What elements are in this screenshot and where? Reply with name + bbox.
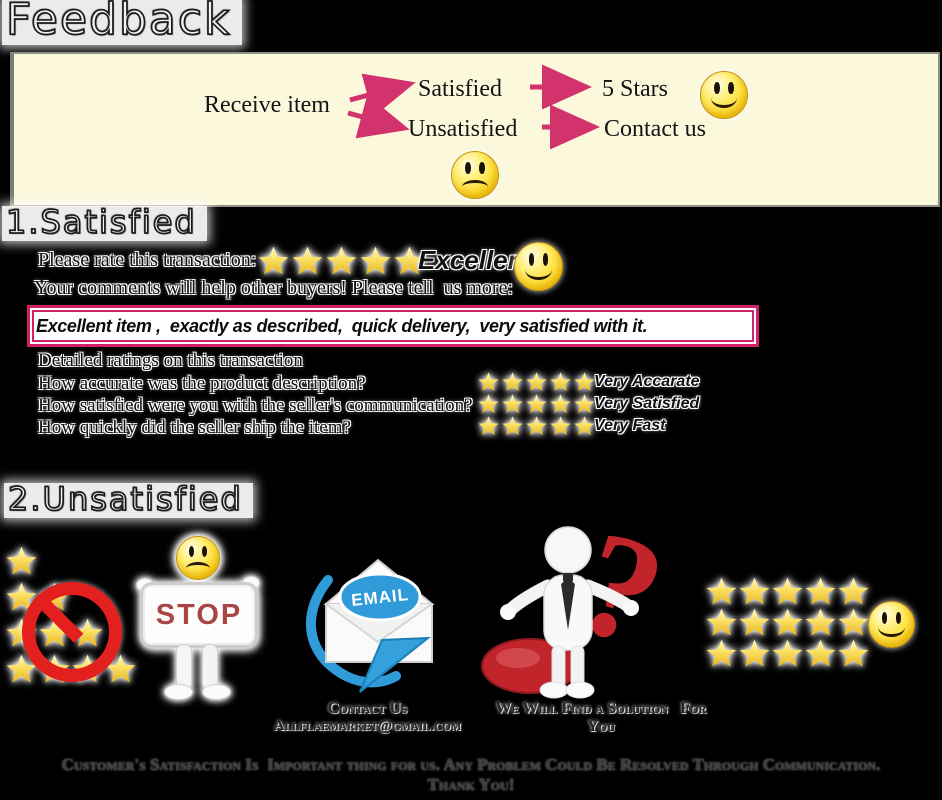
worried-smiley-icon [176, 536, 220, 580]
star-icon [526, 416, 547, 435]
stop-sign: STOP [140, 582, 258, 648]
foot [164, 684, 193, 700]
contact-email: Allflaemarket@gmail.com [273, 718, 462, 734]
footer-line2: Thank You! [427, 775, 515, 794]
contact-caption: Contact Us Allflaemarket@gmail.com [255, 700, 480, 735]
star-icon [326, 246, 357, 275]
flow-node-contact-us: Contact us [604, 116, 706, 142]
satisfied-heading: 1.Satisfied [2, 205, 207, 241]
star-icon [258, 246, 289, 275]
star-icon [478, 372, 499, 391]
flow-node-unsatisfied: Unsatisfied [408, 116, 518, 142]
worried-smiley-icon [451, 151, 499, 199]
contact-caption-title: Contact Us [327, 700, 408, 717]
happy-smiley-icon [868, 601, 915, 648]
foot [202, 684, 231, 700]
star-row [6, 546, 136, 582]
rating-stars [478, 372, 595, 392]
solution-caption-line1: We Will Find a Solution For [495, 700, 707, 717]
star-icon [526, 394, 547, 413]
star-icon [502, 394, 523, 413]
rating-label: Very Fast [594, 417, 666, 434]
star-icon [739, 608, 770, 636]
flow-arrows-icon [347, 64, 600, 150]
rate-stars [258, 246, 425, 276]
star-icon [292, 246, 323, 275]
star-icon [838, 639, 869, 667]
rating-label: Very Satisfied [594, 395, 700, 412]
rating-stars [478, 416, 595, 436]
star-icon [550, 416, 571, 435]
star-icon [706, 639, 737, 667]
star-icon [478, 416, 499, 435]
stop-figure: STOP [136, 532, 260, 700]
rating-stars [478, 394, 595, 414]
flow-node-receive-item: Receive item [204, 92, 330, 118]
star-icon [805, 608, 836, 636]
star-icon [805, 577, 836, 605]
solution-caption-line2: You [586, 718, 616, 735]
five-star-grid [706, 577, 869, 670]
star-row [706, 577, 869, 608]
star-icon [6, 546, 37, 575]
star-icon [574, 372, 595, 391]
footer-line1: Customer's Satisfaction Is Important thi… [61, 755, 881, 774]
star-icon [772, 639, 803, 667]
star-icon [478, 394, 499, 413]
question-figure: ? [481, 518, 673, 699]
comment-text: Excellent item , exactly as described, q… [36, 315, 648, 336]
email-icon: EMAIL [305, 558, 435, 693]
star-icon [805, 639, 836, 667]
rating-question: How accurate was the product description… [38, 373, 366, 394]
star-icon [550, 394, 571, 413]
star-icon [838, 577, 869, 605]
star-icon [739, 639, 770, 667]
detailed-heading: Detailed ratings on this transaction [38, 350, 303, 371]
rate-prompt: Please rate this transaction: [38, 249, 257, 271]
star-icon [772, 608, 803, 636]
star-icon [360, 246, 391, 275]
happy-smiley-icon [514, 242, 563, 291]
page-title: Feedback [2, 0, 242, 45]
unsatisfied-heading: 2.Unsatisfied [4, 482, 253, 518]
flow-node-five-stars: 5 Stars [602, 76, 668, 102]
star-row [706, 608, 869, 639]
rating-label: Very Accarate [594, 373, 700, 390]
comments-prompt: Your comments will help other buyers! Pl… [34, 277, 514, 299]
star-icon [502, 372, 523, 391]
star-icon [739, 577, 770, 605]
no-symbol-icon [22, 582, 122, 682]
star-icon [526, 372, 547, 391]
happy-smiley-icon [700, 71, 748, 119]
star-icon [574, 416, 595, 435]
comment-box: Excellent item , exactly as described, q… [27, 305, 759, 347]
flow-node-satisfied: Satisfied [418, 76, 502, 102]
star-row [706, 639, 869, 670]
star-icon [706, 577, 737, 605]
rating-question: How quickly did the seller ship the item… [38, 417, 351, 438]
star-icon [574, 394, 595, 413]
star-icon [502, 416, 523, 435]
rate-value: Excellent [418, 245, 533, 275]
star-icon [706, 608, 737, 636]
star-icon [838, 608, 869, 636]
star-icon [550, 372, 571, 391]
solution-caption: We Will Find a Solution For You [468, 700, 734, 736]
flowchart-box: Receive item Satisfied 5 Stars Unsatisfi… [10, 52, 940, 207]
rating-question: How satisfied were you with the seller's… [38, 395, 473, 416]
stop-sign-text: STOP [155, 598, 243, 631]
star-icon [772, 577, 803, 605]
